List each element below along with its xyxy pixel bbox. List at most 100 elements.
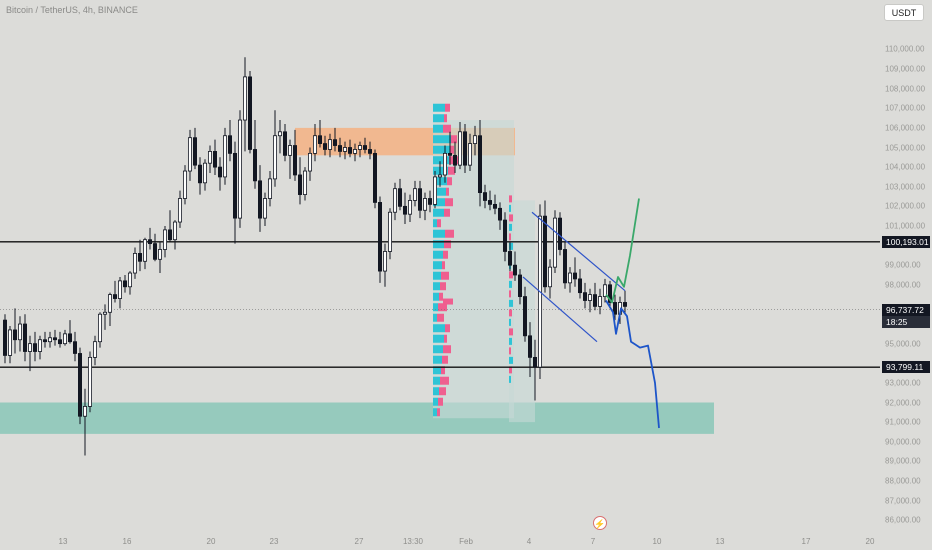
candle — [528, 322, 533, 377]
candle-body — [222, 135, 227, 178]
candle-body — [12, 329, 17, 341]
candle — [3, 314, 8, 364]
price-tick-label: 103,000.00 — [885, 182, 926, 192]
candle-body — [472, 135, 477, 144]
volume-profile-layer — [433, 103, 513, 417]
profile-bar-down — [438, 303, 447, 312]
candle-body — [232, 152, 237, 219]
candle-body — [297, 174, 302, 195]
price-tick-label: 105,000.00 — [885, 143, 926, 152]
candle — [608, 280, 613, 307]
candle — [533, 339, 538, 401]
candle — [137, 239, 142, 272]
candle — [588, 288, 593, 313]
candle-body — [237, 119, 242, 219]
candle — [232, 141, 237, 244]
price-tick-label: 106,000.00 — [885, 123, 926, 133]
candle — [222, 127, 227, 185]
profile-bar-2 — [509, 356, 513, 364]
candle-body — [252, 149, 257, 182]
candle — [332, 127, 337, 152]
candle-body — [312, 135, 317, 154]
candle — [548, 259, 553, 299]
candle-body — [412, 188, 417, 201]
candle-body — [192, 137, 197, 166]
candle-body — [83, 406, 88, 417]
candle — [33, 331, 38, 362]
price-tick-label: 93,000.00 — [885, 378, 921, 388]
candle-body — [132, 253, 137, 274]
candle — [502, 212, 507, 262]
candle-body — [302, 170, 307, 195]
profile-bar-up — [433, 124, 443, 133]
candle-body — [492, 203, 497, 209]
candle-body — [22, 323, 27, 352]
candle — [462, 123, 467, 173]
currency-button[interactable]: USDT — [884, 4, 924, 21]
candle-body — [68, 333, 73, 343]
profile-bar-down — [445, 198, 453, 207]
drawings-layer — [522, 198, 660, 429]
profile-bar-2 — [509, 337, 512, 345]
candle-body — [202, 162, 207, 184]
price-tick-label: 91,000.00 — [885, 417, 921, 427]
profile-bar-down — [444, 114, 447, 123]
candle — [108, 292, 113, 326]
profile-bar-up — [433, 292, 439, 301]
candle — [342, 141, 347, 160]
candle-body — [347, 147, 352, 154]
time-tick-label: 27 — [354, 537, 364, 546]
profile-bar-up — [433, 345, 443, 354]
candle-body — [337, 145, 342, 152]
candle — [302, 167, 307, 201]
candle-body — [518, 274, 523, 297]
profile-bar-down — [445, 229, 454, 238]
profile-bar-up — [433, 187, 446, 196]
candle-body — [262, 198, 267, 219]
profile-bar-2 — [509, 299, 513, 307]
price-tag: 93,799.11 — [882, 361, 930, 374]
candle — [142, 237, 147, 270]
candle — [252, 120, 257, 189]
candle-body — [152, 243, 157, 260]
candle-body — [53, 337, 58, 341]
profile-bar-up — [433, 355, 442, 364]
candle-body — [397, 188, 402, 207]
price-tick-label: 104,000.00 — [885, 162, 926, 172]
candle — [523, 286, 528, 342]
candle-body — [307, 152, 312, 172]
candle-body — [548, 266, 553, 288]
candle — [442, 145, 447, 183]
candle-body — [317, 135, 322, 144]
candle-body — [123, 280, 128, 288]
candle-body — [422, 198, 427, 211]
price-tick-label: 88,000.00 — [885, 476, 921, 486]
candle-body — [578, 278, 583, 294]
price-tick-label: 87,000.00 — [885, 496, 921, 506]
profile-bar-down — [444, 240, 451, 249]
candle — [417, 180, 422, 219]
candle-body — [452, 154, 457, 166]
candle-body — [467, 143, 472, 166]
candle-body — [142, 239, 147, 262]
profile-bar-up — [433, 219, 437, 228]
time-tick-label: 23 — [269, 537, 279, 546]
candle — [22, 314, 27, 362]
candle — [43, 331, 48, 348]
candle — [7, 326, 12, 364]
candle — [272, 110, 277, 187]
lightning-icon[interactable]: ⚡ — [593, 516, 607, 530]
profile-bar-up — [433, 313, 437, 322]
candle-body — [588, 294, 593, 301]
candle — [422, 192, 427, 221]
candle-body — [402, 205, 407, 215]
candle-body — [172, 221, 177, 241]
profile-bar-up — [433, 114, 444, 123]
candle-body — [17, 323, 22, 341]
price-tick-label: 107,000.00 — [885, 103, 926, 113]
candle — [237, 110, 242, 228]
candle-body — [78, 353, 83, 417]
candle — [27, 335, 32, 372]
